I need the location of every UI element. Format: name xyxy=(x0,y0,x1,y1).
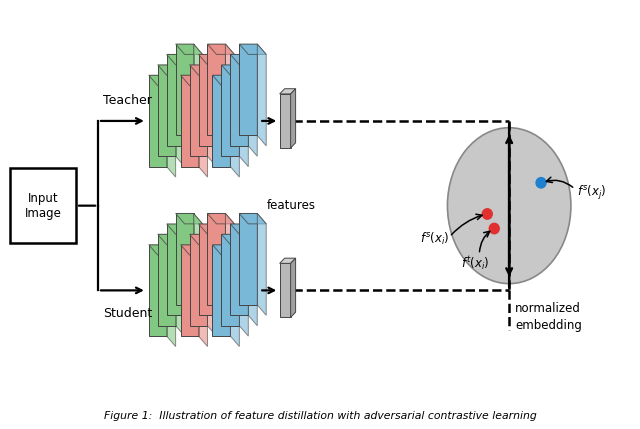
Polygon shape xyxy=(221,65,248,75)
Polygon shape xyxy=(239,65,248,167)
Polygon shape xyxy=(212,245,239,255)
Polygon shape xyxy=(280,94,291,148)
Polygon shape xyxy=(207,214,234,224)
Polygon shape xyxy=(166,245,175,347)
Polygon shape xyxy=(225,44,234,146)
Polygon shape xyxy=(166,224,193,234)
Polygon shape xyxy=(184,224,193,326)
Polygon shape xyxy=(198,224,225,234)
Polygon shape xyxy=(291,258,296,317)
Polygon shape xyxy=(180,75,198,167)
Polygon shape xyxy=(157,234,175,326)
Polygon shape xyxy=(166,54,193,65)
Polygon shape xyxy=(198,54,216,146)
Polygon shape xyxy=(239,214,257,305)
Polygon shape xyxy=(193,44,202,146)
Polygon shape xyxy=(216,54,225,156)
Polygon shape xyxy=(230,54,257,65)
Polygon shape xyxy=(189,65,216,75)
Polygon shape xyxy=(239,44,257,136)
Polygon shape xyxy=(175,44,193,136)
Polygon shape xyxy=(212,75,230,167)
Polygon shape xyxy=(175,234,184,336)
Polygon shape xyxy=(175,214,193,305)
Polygon shape xyxy=(148,75,175,86)
Polygon shape xyxy=(207,44,225,136)
Polygon shape xyxy=(157,65,175,156)
Circle shape xyxy=(483,209,492,219)
Polygon shape xyxy=(148,75,166,167)
Polygon shape xyxy=(157,65,184,75)
Polygon shape xyxy=(230,75,239,177)
Polygon shape xyxy=(189,234,216,245)
Polygon shape xyxy=(189,234,207,326)
Polygon shape xyxy=(148,245,166,336)
Polygon shape xyxy=(166,224,184,315)
FancyBboxPatch shape xyxy=(10,168,76,243)
Polygon shape xyxy=(280,258,296,263)
Polygon shape xyxy=(225,214,234,315)
Polygon shape xyxy=(180,75,207,86)
Text: $f^t(x_i)$: $f^t(x_i)$ xyxy=(461,254,490,272)
Polygon shape xyxy=(216,224,225,326)
Polygon shape xyxy=(257,44,266,146)
Polygon shape xyxy=(239,234,248,336)
Polygon shape xyxy=(221,65,239,156)
Text: Input
Image: Input Image xyxy=(25,192,61,220)
Ellipse shape xyxy=(447,128,571,284)
Polygon shape xyxy=(148,245,175,255)
Polygon shape xyxy=(248,224,257,326)
Polygon shape xyxy=(180,245,198,336)
Polygon shape xyxy=(291,89,296,148)
Text: Student: Student xyxy=(103,307,152,320)
Polygon shape xyxy=(280,89,296,94)
Polygon shape xyxy=(175,44,202,54)
Polygon shape xyxy=(280,263,291,317)
Polygon shape xyxy=(230,224,257,234)
Polygon shape xyxy=(221,234,248,245)
Polygon shape xyxy=(207,65,216,167)
Polygon shape xyxy=(257,214,266,315)
Polygon shape xyxy=(189,65,207,156)
Polygon shape xyxy=(207,234,216,336)
Polygon shape xyxy=(207,214,225,305)
Polygon shape xyxy=(230,54,248,146)
Polygon shape xyxy=(175,214,202,224)
Circle shape xyxy=(536,178,546,188)
Text: $f^s(x_j)$: $f^s(x_j)$ xyxy=(577,184,607,202)
Polygon shape xyxy=(193,214,202,315)
Polygon shape xyxy=(212,245,230,336)
Polygon shape xyxy=(221,234,239,326)
Text: Teacher: Teacher xyxy=(103,94,152,107)
Polygon shape xyxy=(157,234,184,245)
Text: features: features xyxy=(267,199,316,212)
Polygon shape xyxy=(198,75,207,177)
Text: Figure 1:  Illustration of feature distillation with adversarial contrastive lea: Figure 1: Illustration of feature distil… xyxy=(104,411,536,421)
Text: normalized
embedding: normalized embedding xyxy=(515,302,582,332)
Polygon shape xyxy=(207,44,234,54)
Polygon shape xyxy=(230,224,248,315)
Polygon shape xyxy=(239,44,266,54)
Polygon shape xyxy=(198,54,225,65)
Polygon shape xyxy=(184,54,193,156)
Polygon shape xyxy=(248,54,257,156)
Polygon shape xyxy=(198,224,216,315)
Text: $f^s(x_i)$: $f^s(x_i)$ xyxy=(420,231,449,247)
Polygon shape xyxy=(212,75,239,86)
Polygon shape xyxy=(239,214,266,224)
Polygon shape xyxy=(166,54,184,146)
Circle shape xyxy=(489,224,499,234)
Polygon shape xyxy=(230,245,239,347)
Polygon shape xyxy=(166,75,175,177)
Polygon shape xyxy=(180,245,207,255)
Polygon shape xyxy=(175,65,184,167)
Polygon shape xyxy=(198,245,207,347)
